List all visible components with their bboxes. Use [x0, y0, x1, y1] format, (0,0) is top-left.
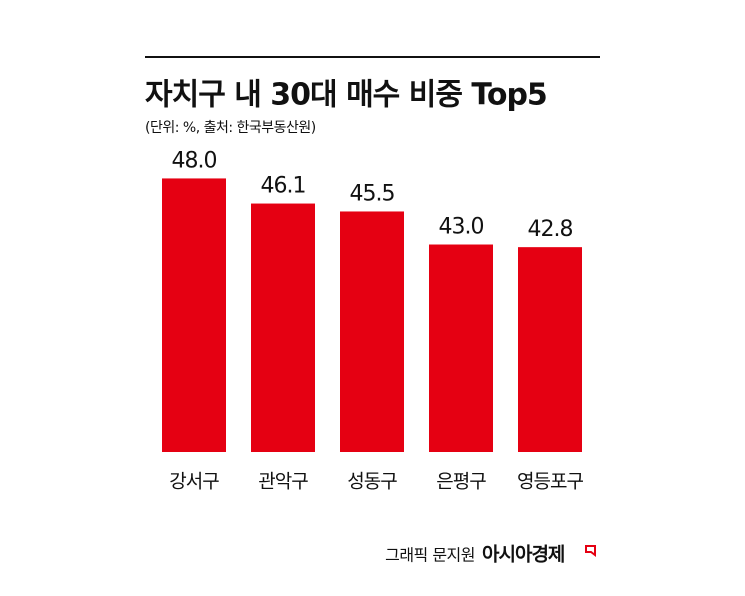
x-tick-label: 관악구: [258, 471, 308, 493]
x-tick-label: 은평구: [436, 471, 486, 493]
x-tick-label: 영등포구: [517, 471, 583, 493]
value-label: 46.1: [261, 174, 306, 199]
value-label: 42.8: [528, 217, 573, 242]
value-label: 43.0: [439, 215, 484, 240]
bar: [251, 203, 315, 452]
credit: 그래픽 문지원: [385, 546, 475, 565]
bar: [162, 178, 226, 453]
bar: [429, 244, 493, 452]
value-label: 48.0: [172, 148, 217, 173]
x-tick-label: 강서구: [169, 471, 219, 493]
bar: [340, 211, 404, 452]
brand-icon: [585, 545, 596, 557]
chart-title: 자치구 내 30대 매수 비중 Top5: [145, 78, 547, 113]
bar: [518, 247, 582, 452]
x-tick-label: 성동구: [347, 471, 397, 493]
value-label: 45.5: [350, 181, 395, 206]
brand: 아시아경제: [482, 544, 564, 566]
chart-subtitle: (단위: %, 출처: 한국부동산원): [145, 120, 316, 136]
